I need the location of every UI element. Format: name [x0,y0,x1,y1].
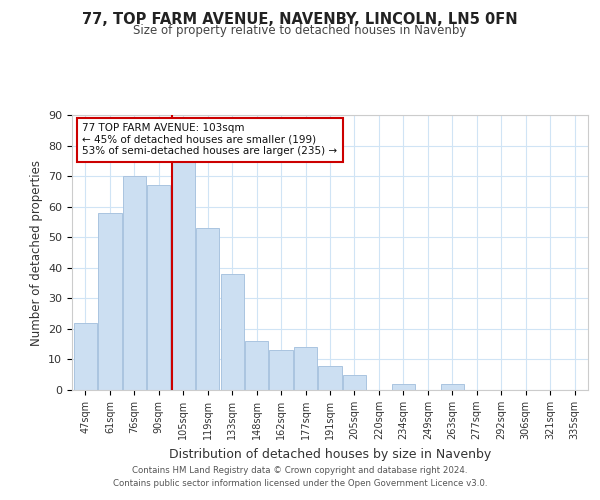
Text: Size of property relative to detached houses in Navenby: Size of property relative to detached ho… [133,24,467,37]
Y-axis label: Number of detached properties: Number of detached properties [29,160,43,346]
Bar [392,384,415,390]
Text: 77 TOP FARM AVENUE: 103sqm
← 45% of detached houses are smaller (199)
53% of sem: 77 TOP FARM AVENUE: 103sqm ← 45% of deta… [82,123,337,156]
Bar [172,161,195,390]
Bar [147,186,170,390]
Bar [269,350,293,390]
Bar [123,176,146,390]
Text: 77, TOP FARM AVENUE, NAVENBY, LINCOLN, LN5 0FN: 77, TOP FARM AVENUE, NAVENBY, LINCOLN, L… [82,12,518,28]
Bar [98,213,122,390]
X-axis label: Distribution of detached houses by size in Navenby: Distribution of detached houses by size … [169,448,491,460]
Bar [245,341,268,390]
Bar [440,384,464,390]
Text: Contains HM Land Registry data © Crown copyright and database right 2024.
Contai: Contains HM Land Registry data © Crown c… [113,466,487,487]
Bar [294,347,317,390]
Bar [319,366,341,390]
Bar [343,374,366,390]
Bar [196,228,220,390]
Bar [74,323,97,390]
Bar [221,274,244,390]
